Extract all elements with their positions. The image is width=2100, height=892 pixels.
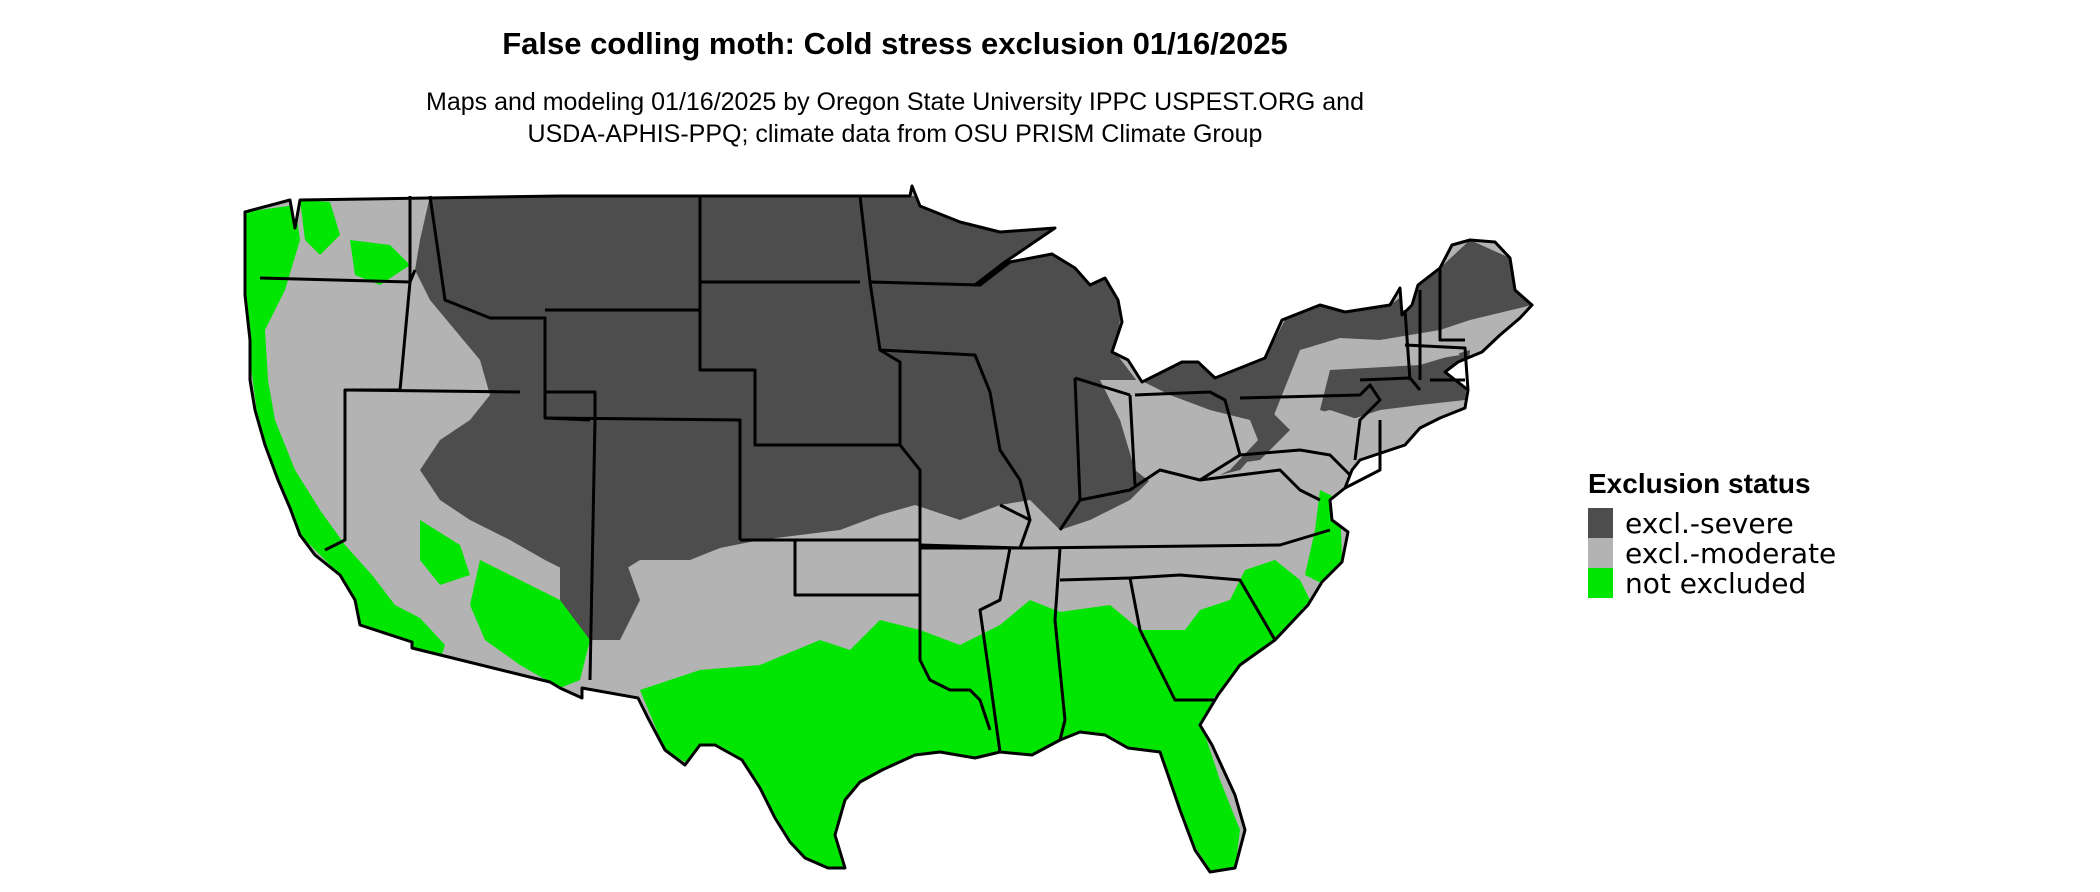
- legend-swatch-severe: [1588, 508, 1613, 538]
- legend-swatch-not-excluded: [1588, 568, 1613, 598]
- legend-label-severe: excl.-severe: [1625, 506, 1794, 540]
- legend-item-moderate: excl.-moderate: [1588, 536, 1837, 570]
- map-title: False codling moth: Cold stress exclusio…: [502, 26, 1288, 61]
- legend-item-severe: excl.-severe: [1588, 506, 1836, 540]
- subtitle-line-1: Maps and modeling 01/16/2025 by Oregon S…: [426, 88, 1364, 116]
- legend: Exclusion status excl.-severe excl.-mode…: [1588, 468, 1837, 600]
- legend-item-not-excluded: not excluded: [1588, 566, 1836, 600]
- us-exclusion-map: [243, 184, 1534, 874]
- severe-regions: [415, 196, 1532, 640]
- moderate-pockets: [1100, 335, 1460, 490]
- legend-label-moderate: excl.-moderate: [1625, 536, 1837, 570]
- map-subtitle: Maps and modeling 01/16/2025 by Oregon S…: [0, 86, 1790, 150]
- legend-label-not-excluded: not excluded: [1625, 566, 1807, 600]
- subtitle-line-2: USDA-APHIS-PPQ; climate data from OSU PR…: [527, 120, 1263, 148]
- legend-title: Exclusion status: [1588, 468, 1811, 499]
- legend-swatch-moderate: [1588, 538, 1613, 568]
- state-borders: [243, 184, 1534, 874]
